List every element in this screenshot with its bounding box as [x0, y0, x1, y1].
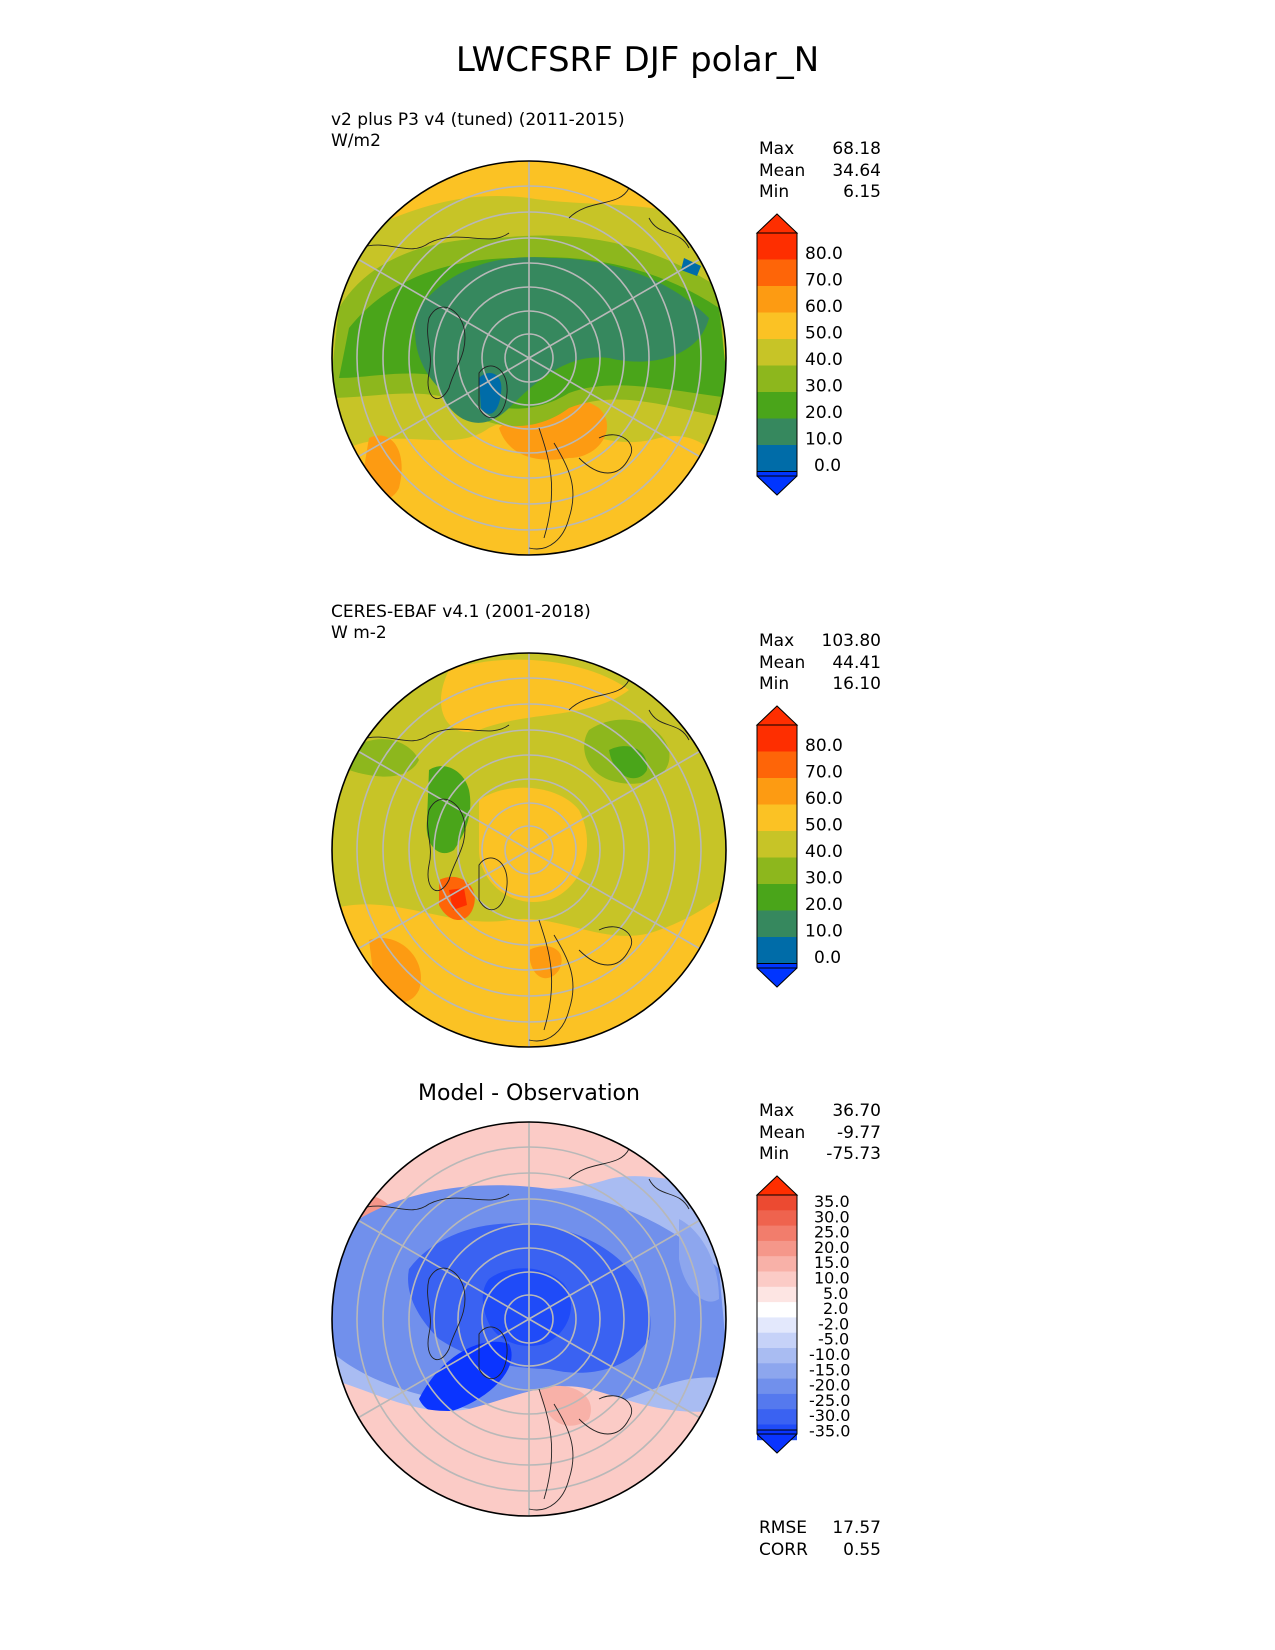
- svg-text:60.0: 60.0: [805, 297, 843, 317]
- svg-text:0.0: 0.0: [814, 948, 841, 968]
- stat-min: Min -75.73: [759, 1144, 881, 1164]
- figure-title: LWCFSRF DJF polar_N: [455, 40, 820, 80]
- stat-min: Min 6.15: [759, 182, 881, 202]
- colorbar-bin: [757, 1317, 797, 1334]
- colorbar-bin: [757, 1271, 797, 1288]
- svg-text:0.0: 0.0: [814, 456, 841, 476]
- test-polar-map: [331, 160, 727, 556]
- svg-text:80.0: 80.0: [805, 244, 843, 264]
- colorbar-bin: [757, 1348, 797, 1364]
- test-units: W/m2: [331, 131, 381, 151]
- svg-text:2.0: 2.0: [823, 1299, 848, 1318]
- ref-name: CERES-EBAF v4.1 (2001-2018): [331, 602, 591, 622]
- colorbar-bin: [757, 1210, 797, 1226]
- stat-max: Max 36.70: [759, 1101, 881, 1121]
- test-panel-label: v2 plus P3 v4 (tuned) (2011-2015) W/m2: [331, 110, 625, 152]
- svg-text:-30.0: -30.0: [809, 1406, 850, 1425]
- colorbar-bin: [757, 1363, 797, 1379]
- ref-stats: Max 103.80 Mean 44.41 Min 16.10: [759, 631, 881, 696]
- ref-colorbar: 80.0 70.0 60.0 50.0 40.0 30.0 20.0 10.0 …: [755, 705, 843, 988]
- stat-mean: Mean -9.77: [759, 1122, 881, 1143]
- stat-mean: Mean 44.41: [759, 652, 881, 673]
- svg-text:20.0: 20.0: [805, 403, 843, 423]
- diff-title: Model - Observation: [418, 1081, 640, 1106]
- stat-min: Min 16.10: [759, 674, 881, 694]
- svg-text:30.0: 30.0: [814, 1207, 850, 1226]
- diff-colorbar: 35.0 30.0 25.0 20.0 15.0 10.0 5.0 2.0 -2…: [755, 1175, 850, 1454]
- svg-text:10.0: 10.0: [805, 430, 843, 450]
- stat-rmse: RMSE 17.57: [759, 1518, 881, 1538]
- svg-text:25.0: 25.0: [814, 1223, 850, 1242]
- svg-text:80.0: 80.0: [805, 736, 843, 756]
- svg-text:10.0: 10.0: [814, 1269, 850, 1288]
- stat-corr: CORR 0.55: [759, 1539, 881, 1560]
- svg-text:30.0: 30.0: [805, 377, 843, 397]
- stat-max: Max 68.18: [759, 139, 881, 159]
- svg-text:50.0: 50.0: [805, 816, 843, 836]
- test-name: v2 plus P3 v4 (tuned) (2011-2015): [331, 110, 625, 130]
- svg-text:20.0: 20.0: [814, 1238, 850, 1257]
- colorbar-bin: [757, 1393, 797, 1410]
- svg-text:20.0: 20.0: [805, 895, 843, 915]
- diff-stats: Max 36.70 Mean -9.77 Min -75.73: [759, 1101, 881, 1166]
- svg-text:-35.0: -35.0: [809, 1422, 850, 1441]
- colorbar-bin: [757, 1240, 797, 1257]
- colorbar-bin: [757, 1286, 797, 1303]
- svg-text:-2.0: -2.0: [818, 1314, 849, 1333]
- svg-text:60.0: 60.0: [805, 789, 843, 809]
- colorbar-bin: [757, 1409, 797, 1425]
- svg-text:-20.0: -20.0: [809, 1376, 850, 1395]
- colorbar-bin: [757, 1256, 797, 1272]
- svg-text:40.0: 40.0: [805, 842, 843, 862]
- colorbar-bin: [757, 1302, 797, 1318]
- ref-panel-label: CERES-EBAF v4.1 (2001-2018) W m-2: [331, 602, 591, 644]
- colorbar-bin: [757, 1225, 797, 1242]
- stat-max: Max 103.80: [759, 631, 881, 651]
- test-colorbar: 80.0 70.0 60.0 50.0 40.0 30.0 20.0 10.0 …: [755, 213, 843, 496]
- svg-text:-25.0: -25.0: [809, 1391, 850, 1410]
- stat-mean: Mean 34.64: [759, 160, 881, 181]
- svg-text:-10.0: -10.0: [809, 1345, 850, 1364]
- colorbar-bin: [757, 1332, 797, 1349]
- svg-text:15.0: 15.0: [814, 1253, 850, 1272]
- svg-text:-5.0: -5.0: [818, 1330, 849, 1349]
- svg-text:50.0: 50.0: [805, 324, 843, 344]
- diff-polar-map: [331, 1121, 727, 1517]
- svg-text:40.0: 40.0: [805, 350, 843, 370]
- svg-text:10.0: 10.0: [805, 922, 843, 942]
- svg-text:35.0: 35.0: [814, 1192, 850, 1211]
- svg-text:70.0: 70.0: [805, 271, 843, 291]
- ref-polar-map: [331, 652, 727, 1048]
- svg-text:30.0: 30.0: [805, 869, 843, 889]
- ref-units: W m-2: [331, 623, 387, 643]
- svg-text:-15.0: -15.0: [809, 1360, 850, 1379]
- colorbar-bin: [757, 1195, 797, 1211]
- svg-text:5.0: 5.0: [823, 1284, 848, 1303]
- diff-summary: RMSE 17.57 CORR 0.55: [759, 1518, 881, 1561]
- svg-text:70.0: 70.0: [805, 763, 843, 783]
- test-stats: Max 68.18 Mean 34.64 Min 6.15: [759, 139, 881, 204]
- colorbar-bin: [757, 1378, 797, 1395]
